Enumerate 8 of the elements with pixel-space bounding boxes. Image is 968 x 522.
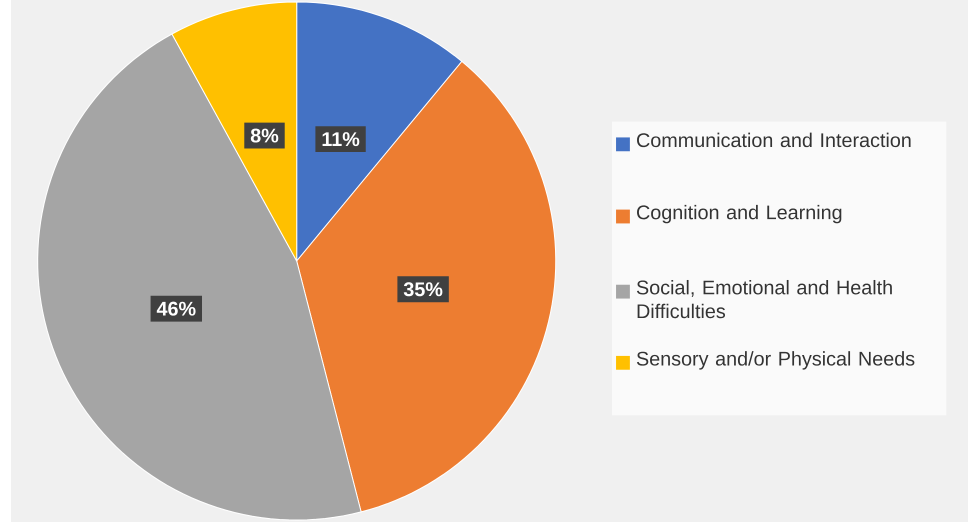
data-label: 35% [404,282,442,296]
data-label: 8% [250,128,278,143]
legend-label: Communication and Interaction [637,132,911,148]
legend-label: Sensory and/or Physical Needs [636,351,914,370]
data-label: 11% [322,132,360,146]
legend-label: Cognition and Learning [637,204,842,224]
data-label: 46% [156,302,196,316]
legend-label: Social, Emotional and Health Difficulties [636,280,892,318]
